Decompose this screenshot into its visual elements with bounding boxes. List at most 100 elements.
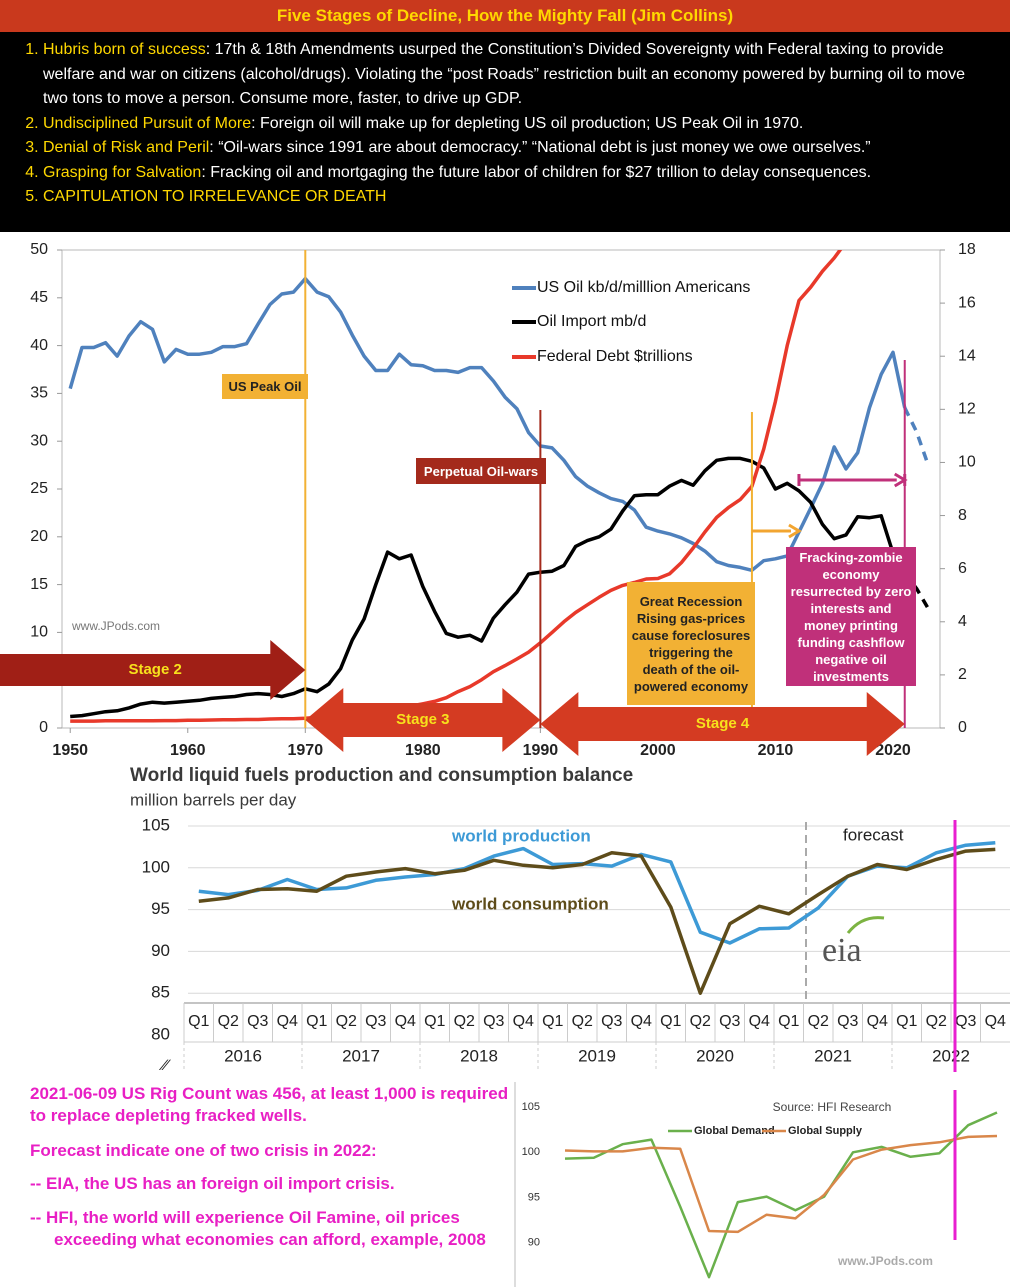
span-arrow bbox=[751, 523, 802, 539]
annotation: US Peak Oil bbox=[222, 374, 308, 399]
stage-item: Denial of Risk and Peril: “Oil-wars sinc… bbox=[43, 136, 980, 161]
x-tick-label: Q3 bbox=[837, 1013, 858, 1030]
series-label: world production bbox=[451, 826, 591, 845]
x-tick-label: 1970 bbox=[288, 742, 324, 759]
stage-text: : Foreign oil will make up for depleting… bbox=[251, 114, 804, 132]
stage-arrow bbox=[540, 692, 905, 756]
year-label: 2018 bbox=[460, 1046, 498, 1065]
note: 2021-06-09 US Rig Count was 456, at leas… bbox=[30, 1084, 509, 1125]
stage-arrow bbox=[0, 640, 306, 700]
stage-label: Stage 4 bbox=[696, 715, 750, 732]
logo: eia bbox=[822, 932, 862, 969]
year-label: 2016 bbox=[224, 1046, 262, 1065]
stage-label: Stage 3 bbox=[396, 711, 449, 728]
y-tick-label: 45 bbox=[30, 289, 48, 306]
legend-label: Federal Debt $trillions bbox=[537, 348, 693, 365]
series-line bbox=[564, 1111, 998, 1279]
source: Source: HFI Research bbox=[773, 1100, 892, 1114]
y-tick-label: 50 bbox=[30, 241, 48, 258]
x-tick-label: Q2 bbox=[572, 1013, 593, 1030]
note: -- EIA, the US has an foreign oil import… bbox=[30, 1174, 395, 1193]
y-tick-label: 95 bbox=[528, 1191, 540, 1203]
axis-break: ∕∕ bbox=[158, 1057, 172, 1074]
annotation: Fracking-zombie economy resurrected by z… bbox=[786, 547, 916, 686]
x-tick-label: Q3 bbox=[247, 1013, 268, 1030]
y-tick-label: 105 bbox=[142, 815, 170, 834]
y2-tick-label: 18 bbox=[958, 241, 976, 258]
y-tick-label: 90 bbox=[151, 941, 170, 960]
year-label: 2017 bbox=[342, 1046, 380, 1065]
x-tick-label: Q2 bbox=[926, 1013, 947, 1030]
year-label: 2020 bbox=[696, 1046, 734, 1065]
y2-tick-label: 12 bbox=[958, 401, 976, 418]
x-tick-label: 2020 bbox=[875, 742, 911, 759]
watermark: www.JPods.com bbox=[837, 1254, 933, 1268]
x-tick-label: Q2 bbox=[454, 1013, 475, 1030]
stage-list: Hubris born of success: 17th & 18th Amen… bbox=[0, 38, 1010, 210]
series-label: world consumption bbox=[451, 894, 609, 913]
stage-lead: Hubris born of success bbox=[43, 41, 206, 58]
x-tick-label: 1950 bbox=[52, 742, 88, 759]
year-label: 2019 bbox=[578, 1046, 616, 1065]
x-tick-label: Q4 bbox=[277, 1013, 298, 1030]
y2-tick-label: 0 bbox=[958, 719, 967, 736]
x-tick-label: Q4 bbox=[631, 1013, 652, 1030]
x-tick-label: Q2 bbox=[690, 1013, 711, 1030]
year-label: 2022 bbox=[932, 1046, 970, 1065]
x-tick-label: Q1 bbox=[188, 1013, 209, 1030]
y-tick-label: 30 bbox=[30, 432, 48, 449]
forecast-label: forecast bbox=[843, 825, 904, 844]
y-tick-label: 10 bbox=[30, 624, 48, 641]
span-arrow bbox=[797, 472, 908, 488]
y-tick-label: 85 bbox=[151, 983, 170, 1002]
y-tick-label: 105 bbox=[522, 1101, 540, 1113]
legend-label: US Oil kb/d/milllion Americans bbox=[537, 279, 750, 296]
stage-lead: CAPITULATION TO IRRELEVANCE OR DEATH bbox=[43, 188, 387, 205]
stage-lead: Grasping for Salvation bbox=[43, 163, 202, 181]
y-tick-label: 100 bbox=[522, 1146, 540, 1158]
y2-tick-label: 6 bbox=[958, 560, 967, 577]
series-line bbox=[564, 1134, 998, 1234]
x-tick-label: Q1 bbox=[424, 1013, 445, 1030]
y-tick-label: 80 bbox=[151, 1024, 170, 1043]
x-tick-label: 1990 bbox=[523, 742, 559, 759]
y-tick-label: 20 bbox=[30, 528, 48, 545]
header-title: Five Stages of Decline, How the Mighty F… bbox=[0, 0, 1010, 32]
y2-tick-label: 4 bbox=[958, 613, 967, 630]
x-tick-label: 2010 bbox=[758, 742, 794, 759]
x-tick-label: Q4 bbox=[513, 1013, 534, 1030]
annotation: Great Recession Rising gas-prices cause … bbox=[627, 582, 755, 705]
y2-tick-label: 14 bbox=[958, 347, 976, 364]
x-tick-label: Q3 bbox=[719, 1013, 740, 1030]
legend-label: Global Demand bbox=[694, 1125, 775, 1137]
x-tick-label: Q4 bbox=[867, 1013, 888, 1030]
stage-arrow bbox=[305, 688, 541, 752]
series-line bbox=[70, 456, 907, 719]
x-tick-label: Q3 bbox=[483, 1013, 504, 1030]
x-tick-label: Q4 bbox=[985, 1013, 1006, 1030]
stage-text: : “Oil-wars since 1991 are about democra… bbox=[209, 139, 871, 156]
stage-item: Grasping for Salvation: Fracking oil and… bbox=[43, 161, 980, 186]
y2-tick-label: 16 bbox=[958, 294, 976, 311]
series-line bbox=[198, 847, 996, 995]
header: Five Stages of Decline, How the Mighty F… bbox=[0, 0, 1010, 232]
y-tick-label: 90 bbox=[528, 1237, 540, 1249]
y-tick-label: 15 bbox=[30, 576, 48, 593]
y-tick-label: 40 bbox=[30, 337, 48, 354]
x-tick-label: 1960 bbox=[170, 742, 206, 759]
x-tick-label: 2000 bbox=[640, 742, 676, 759]
x-tick-label: 1980 bbox=[405, 742, 441, 759]
series-line bbox=[68, 276, 907, 573]
x-tick-label: Q4 bbox=[395, 1013, 416, 1030]
stage-lead: Undisciplined Pursuit of More bbox=[43, 114, 252, 132]
x-tick-label: Q3 bbox=[955, 1013, 976, 1030]
x-tick-label: Q2 bbox=[336, 1013, 357, 1030]
chart-title: World liquid fuels production and consum… bbox=[130, 765, 633, 786]
series-line bbox=[70, 250, 843, 723]
x-tick-label: Q2 bbox=[218, 1013, 239, 1030]
y2-tick-label: 2 bbox=[958, 666, 967, 683]
x-tick-label: Q1 bbox=[542, 1013, 563, 1030]
x-tick-label: Q1 bbox=[778, 1013, 799, 1030]
y-tick-label: 100 bbox=[142, 857, 170, 876]
